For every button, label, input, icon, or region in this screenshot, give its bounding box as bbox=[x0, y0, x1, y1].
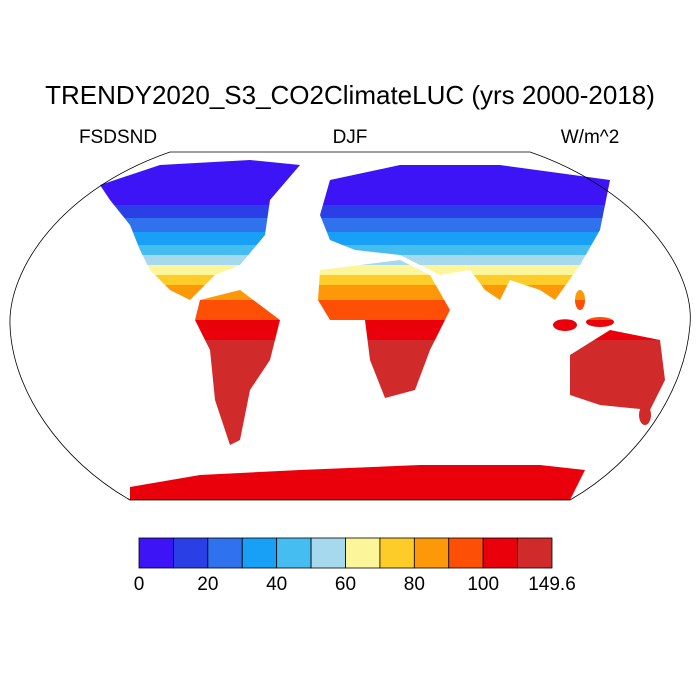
units-label: W/m^2 bbox=[561, 127, 620, 148]
season-label: DJF bbox=[333, 127, 368, 148]
colorbar-box bbox=[207, 537, 243, 569]
colorbar-box bbox=[482, 537, 518, 569]
field-band bbox=[100, 340, 665, 460]
field-band bbox=[100, 160, 665, 205]
colorbar-tick-label: 40 bbox=[266, 574, 287, 595]
land-field bbox=[100, 160, 665, 500]
colorbar-box bbox=[241, 537, 278, 569]
colorbar-tick-label: 149.6 bbox=[528, 574, 576, 595]
colorbar-tick-label: 0 bbox=[134, 574, 145, 595]
field-band bbox=[100, 320, 665, 340]
field-band bbox=[100, 460, 665, 500]
field-band bbox=[100, 265, 665, 275]
colorbar-box bbox=[413, 537, 450, 569]
map-title: TRENDY2020_S3_CO2ClimateLUC (yrs 2000-20… bbox=[45, 80, 655, 110]
colorbar-tick-label: 80 bbox=[404, 574, 425, 595]
colorbar-tick-label: 100 bbox=[467, 574, 499, 595]
colorbar-box bbox=[173, 537, 209, 569]
map-outline bbox=[9, 151, 691, 501]
colorbar-box bbox=[138, 537, 174, 569]
colorbar-box bbox=[517, 537, 553, 569]
field-band bbox=[100, 300, 665, 320]
colorbar: 0 20 40 60 80 100 149.6 bbox=[134, 537, 576, 595]
field-band bbox=[100, 205, 665, 218]
field-band bbox=[100, 245, 665, 255]
field-band bbox=[100, 285, 665, 300]
field-band bbox=[100, 218, 665, 232]
field-band bbox=[100, 275, 665, 285]
field-band bbox=[100, 232, 665, 245]
variable-label: FSDSND bbox=[79, 127, 157, 148]
colorbar-box bbox=[448, 537, 484, 569]
colorbar-box bbox=[379, 537, 415, 569]
colorbar-tick-label: 60 bbox=[335, 574, 356, 595]
colorbar-box bbox=[310, 537, 346, 569]
field-band bbox=[100, 255, 665, 265]
colorbar-box bbox=[276, 537, 312, 569]
colorbar-box bbox=[345, 537, 381, 569]
colorbar-tick-label: 20 bbox=[197, 574, 218, 595]
